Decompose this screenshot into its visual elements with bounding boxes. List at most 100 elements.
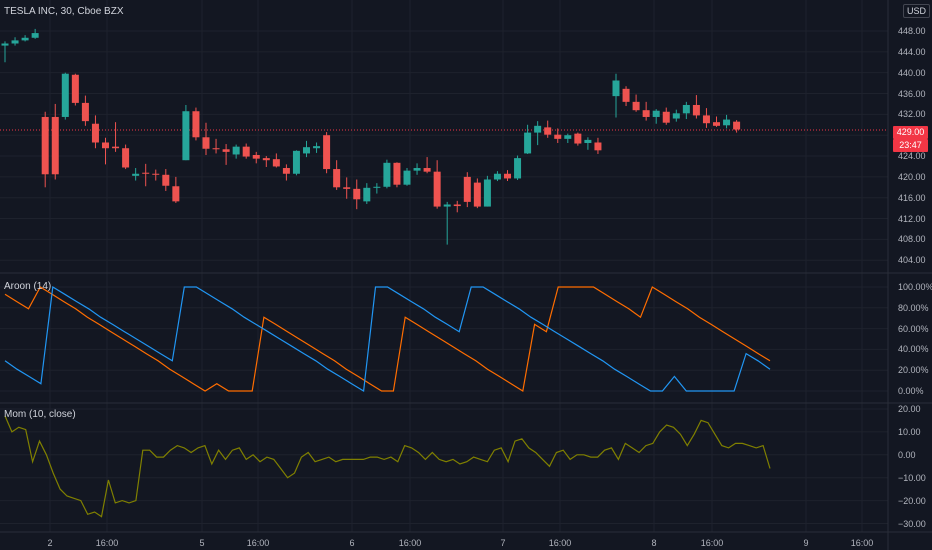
momentum-pane-title[interactable]: Mom (10, close)	[4, 409, 76, 420]
price-axis-label: 444.00	[898, 46, 926, 57]
candle-body	[162, 174, 170, 186]
candle-body	[493, 173, 501, 180]
candle-body	[672, 113, 680, 119]
candle-body	[192, 111, 200, 138]
candle-body	[172, 186, 180, 202]
candle-body	[544, 127, 552, 135]
momentum-axis-label: −20.00	[898, 495, 926, 506]
momentum-axis-label: 10.00	[898, 426, 921, 437]
candle-body	[272, 159, 280, 167]
candle-body	[333, 169, 341, 188]
time-axis-label: 16:00	[700, 538, 724, 548]
candle-body	[222, 149, 230, 152]
price-axis-label: 404.00	[898, 255, 926, 266]
price-axis-label: 448.00	[898, 26, 926, 36]
time-axis-label: 16:00	[95, 538, 119, 548]
momentum-axis-label: 20.00	[898, 404, 921, 414]
candle-body	[433, 171, 441, 207]
candle-body	[702, 115, 710, 124]
candle-body	[313, 146, 321, 149]
candle-body	[303, 147, 310, 154]
candle-body	[132, 173, 140, 176]
time-axis-label: 16:00	[398, 538, 422, 548]
candle-body	[612, 80, 620, 97]
aroon-axis-label: 40.00%	[898, 344, 929, 355]
candle-body	[584, 139, 592, 144]
candle-body	[102, 142, 109, 149]
candle-body	[574, 133, 582, 144]
candle-body	[373, 186, 381, 188]
candle-body	[524, 132, 532, 154]
candle-body	[713, 122, 720, 126]
aroon-up-line	[4, 286, 771, 392]
candle-body	[463, 176, 471, 202]
current-price-tag: 429.00	[893, 126, 928, 139]
candle-body	[182, 111, 190, 161]
candle-body	[383, 162, 391, 187]
candle-body	[632, 101, 640, 111]
momentum-axis-label: −30.00	[898, 518, 926, 529]
candle-body	[554, 134, 562, 139]
price-axis-label: 440.00	[898, 67, 926, 78]
candle-body	[594, 142, 602, 151]
candle-body	[11, 40, 19, 44]
candle-body	[423, 168, 431, 172]
bar-countdown-tag: 23:47	[893, 139, 928, 152]
candle-body	[504, 173, 511, 179]
candle-body	[41, 116, 49, 175]
candle-body	[91, 123, 99, 143]
candle-body	[682, 104, 690, 114]
time-axis-label: 16:00	[548, 538, 572, 548]
candle-body	[393, 162, 401, 185]
candle-body	[152, 173, 160, 175]
candle-body	[71, 74, 79, 103]
aroon-axis-label: 100.00%	[898, 282, 932, 292]
time-axis-label: 2	[47, 538, 53, 548]
time-axis-label: 6	[349, 538, 355, 548]
time-axis-label: 7	[500, 538, 506, 548]
candle-body	[652, 110, 660, 117]
time-axis-label: 8	[651, 538, 657, 548]
time-axis-label: 16:00	[246, 538, 270, 548]
momentum-axis-label: 0.00	[898, 449, 916, 460]
candle-body	[232, 146, 240, 155]
candle-body	[363, 187, 371, 202]
symbol-title[interactable]: TESLA INC, 30, Cboe BZX	[4, 6, 124, 17]
candle-body	[31, 33, 39, 38]
candle-body	[262, 158, 270, 161]
candle-body	[514, 158, 522, 179]
price-axis-label: 432.00	[898, 109, 926, 120]
aroon-axis-label: 80.00%	[898, 302, 929, 313]
candle-body	[343, 187, 351, 189]
candle-body	[242, 146, 250, 157]
time-axis-label: 5	[199, 538, 205, 548]
candle-body	[353, 188, 361, 200]
aroon-pane-title[interactable]: Aroon (14)	[4, 281, 52, 292]
aroon-axis-label: 20.00%	[898, 365, 929, 376]
candle-body	[692, 104, 700, 116]
candle-body	[483, 179, 491, 207]
price-axis-label: 412.00	[898, 213, 926, 224]
candle-body	[662, 111, 670, 123]
candle-body	[443, 204, 451, 207]
price-axis-label: 424.00	[898, 151, 926, 162]
candle-body	[112, 146, 120, 149]
candle-body	[534, 125, 542, 133]
candle-body	[142, 172, 150, 174]
price-axis-label: 436.00	[898, 88, 926, 99]
candle-body	[202, 137, 210, 149]
aroon-axis-label: 60.00%	[898, 323, 929, 334]
time-axis-label: 16:00	[850, 538, 874, 548]
candle-body	[453, 204, 461, 207]
price-axis-label: 408.00	[898, 234, 926, 245]
candle-body	[323, 135, 331, 170]
aroon-down-line	[4, 286, 771, 393]
momentum-line	[4, 415, 771, 518]
candle-body	[413, 168, 421, 171]
candle-body	[723, 119, 731, 126]
candle-body	[51, 116, 59, 175]
candle-body	[212, 148, 220, 150]
currency-button[interactable]: USD	[903, 4, 931, 18]
aroon-axis-label: 0.00%	[898, 386, 924, 396]
